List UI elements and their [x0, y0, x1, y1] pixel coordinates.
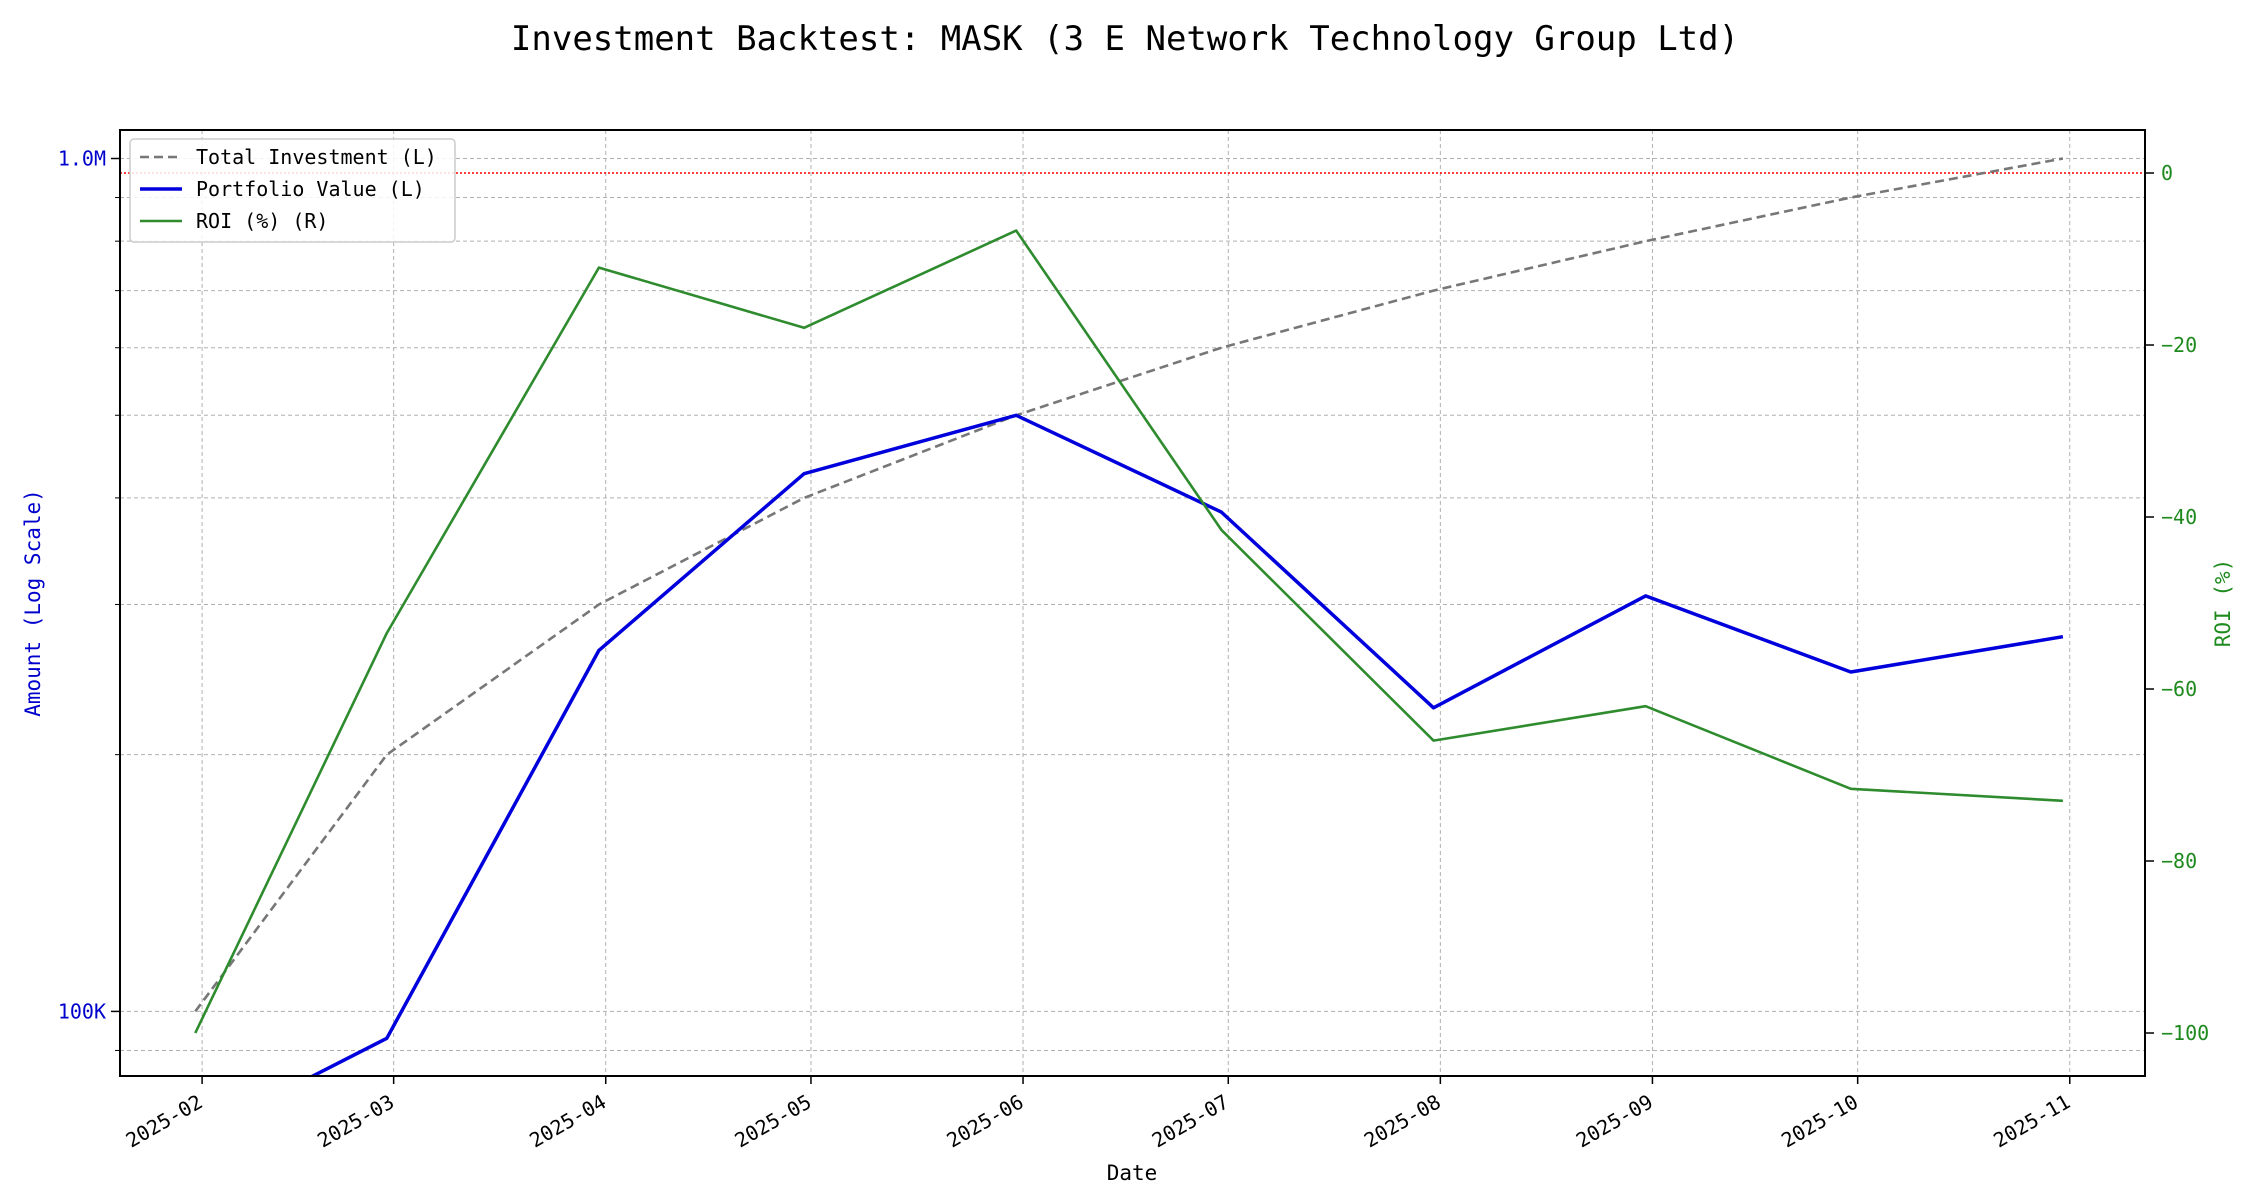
x-tick-label: 2025-02: [122, 1090, 207, 1153]
series-line-1: [309, 413, 2064, 1076]
x-tick-label: 2025-08: [1360, 1090, 1445, 1153]
series-line-2: [194, 229, 2063, 1034]
grid: [120, 130, 2145, 1076]
x-tick-label: 2025-04: [525, 1090, 610, 1153]
series-group: [194, 157, 2064, 1076]
y-right-tick-label: −20: [2161, 333, 2197, 357]
plot-frame: [119, 129, 2146, 1077]
x-tick-label: 2025-06: [943, 1090, 1028, 1153]
y-axis-right: 0 −20 −40 −60 −80 −100: [2145, 161, 2209, 1045]
y-right-tick-label: −100: [2161, 1021, 2209, 1045]
x-axis: 2025-02 2025-03 2025-04 2025-05 2025-06 2025-…: [122, 1076, 2074, 1153]
x-tick-label: 2025-10: [1777, 1090, 1862, 1153]
y-left-tick-label: 1.0M: [58, 147, 106, 171]
legend-label: ROI (%) (R): [196, 209, 328, 233]
x-tick-label: 2025-09: [1572, 1090, 1657, 1153]
y-right-tick-label: −40: [2161, 505, 2197, 529]
x-tick-label: 2025-03: [313, 1090, 398, 1153]
y-right-tick-label: −80: [2161, 849, 2197, 873]
x-tick-label: 2025-05: [730, 1090, 815, 1153]
chart-title: Investment Backtest: MASK (3 E Network T…: [511, 19, 1739, 59]
x-tick-label: 2025-07: [1148, 1090, 1233, 1153]
legend: Total Investment (L) Portfolio Value (L) R…: [129, 138, 456, 243]
series-line-0: [194, 157, 2064, 1013]
x-tick-label: 2025-11: [1989, 1090, 2074, 1153]
y-axis-left: 100K 1.0M: [58, 147, 120, 1051]
y-right-tick-label: 0: [2161, 161, 2173, 185]
legend-label: Total Investment (L): [196, 145, 437, 169]
y-axis-left-label: Amount (Log Scale): [21, 489, 45, 717]
legend-label: Portfolio Value (L): [196, 177, 425, 201]
y-left-tick-label: 100K: [58, 999, 106, 1023]
y-right-tick-label: −60: [2161, 677, 2197, 701]
legend-box: [129, 138, 456, 243]
y-axis-right-label: ROI (%): [2211, 559, 2235, 648]
x-axis-label: Date: [1107, 1161, 1158, 1185]
